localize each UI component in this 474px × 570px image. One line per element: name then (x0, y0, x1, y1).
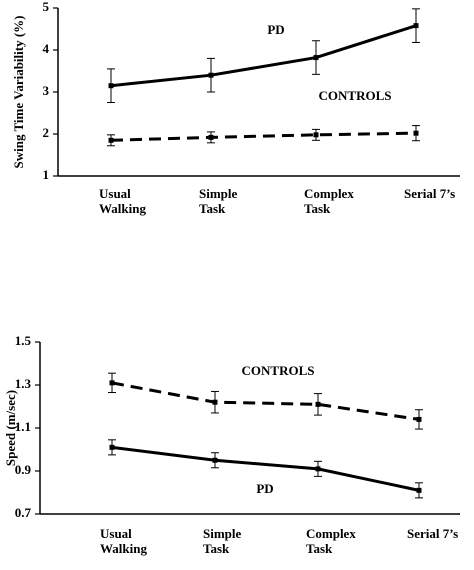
y-tick-label: 4 (43, 41, 50, 56)
x-tick-label: Usual Walking (100, 526, 147, 556)
marker (208, 134, 214, 140)
marker (315, 466, 321, 472)
y-tick-label: 2 (43, 125, 50, 140)
y-tick-label: 0.9 (15, 462, 32, 477)
x-tick-label: Complex Task (306, 526, 356, 556)
marker (413, 130, 419, 136)
x-tick-label: Usual Walking (99, 186, 146, 216)
marker (208, 72, 214, 78)
x-tick-label: Simple Task (199, 186, 238, 216)
marker (108, 83, 114, 89)
y-tick-label: 5 (43, 0, 50, 14)
series-label: CONTROLS (319, 88, 392, 103)
series-label: CONTROLS (242, 363, 315, 378)
marker (109, 380, 115, 386)
marker (413, 23, 419, 29)
marker (416, 416, 422, 422)
marker (212, 399, 218, 405)
y-tick-label: 1.5 (15, 333, 32, 348)
y-tick-label: 1 (43, 167, 50, 182)
x-tick-label: Serial 7’s (404, 186, 456, 201)
series-label: PD (256, 481, 273, 496)
series-line (110, 131, 417, 142)
y-axis-label: Swing Time Variability (%) (11, 15, 26, 168)
y-tick-label: 1.3 (15, 376, 32, 391)
marker (416, 487, 422, 493)
marker (315, 401, 321, 407)
y-tick-label: 1.1 (15, 419, 31, 434)
marker (313, 55, 319, 61)
marker (108, 137, 114, 143)
series-label: PD (267, 22, 284, 37)
marker (109, 444, 115, 450)
y-axis-label: Speed (m/sec) (3, 390, 18, 466)
y-tick-label: 0.7 (15, 505, 32, 520)
series-line (111, 445, 420, 492)
marker (212, 457, 218, 463)
x-tick-label: Simple Task (203, 526, 242, 556)
series-line (111, 381, 420, 421)
y-tick-label: 3 (43, 83, 50, 98)
series-line (110, 24, 417, 88)
x-tick-label: Complex Task (304, 186, 354, 216)
x-tick-label: Serial 7’s (407, 526, 459, 541)
marker (313, 132, 319, 138)
